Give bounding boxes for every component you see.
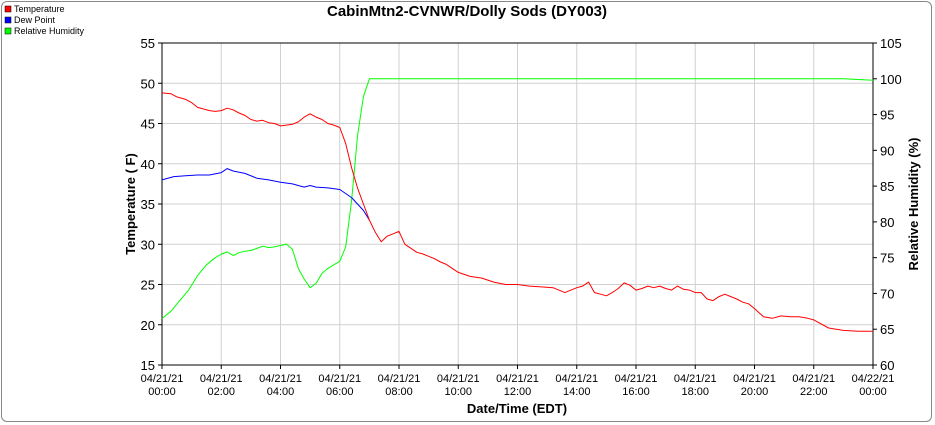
x-tick-time: 18:00 <box>681 386 709 398</box>
y-tick-label: 55 <box>141 36 155 51</box>
legend-swatch <box>5 6 11 12</box>
x-tick-date: 04/21/21 <box>141 373 184 385</box>
y2-tick-label: 85 <box>880 179 894 194</box>
y2-tick-label: 105 <box>880 36 902 51</box>
x-tick-time: 08:00 <box>385 386 413 398</box>
chart-title: CabinMtn2-CVNWR/Dolly Sods (DY003) <box>327 3 607 20</box>
x-tick-date: 04/21/21 <box>378 373 421 385</box>
legend-label: Dew Point <box>14 15 56 25</box>
legend-swatch <box>5 28 11 34</box>
x-tick-time: 04:00 <box>267 386 295 398</box>
x-tick-time: 20:00 <box>741 386 769 398</box>
y-axis-label-left: Temperature ( F) <box>123 153 138 255</box>
y2-tick-label: 80 <box>880 215 894 230</box>
y2-tick-label: 60 <box>880 358 894 373</box>
x-tick-time: 10:00 <box>444 386 472 398</box>
x-tick-date: 04/22/21 <box>852 373 895 385</box>
x-tick-time: 02:00 <box>207 386 235 398</box>
x-tick-date: 04/21/21 <box>496 373 539 385</box>
x-tick-date: 04/21/21 <box>259 373 302 385</box>
y2-tick-label: 90 <box>880 143 894 158</box>
x-tick-date: 04/21/21 <box>792 373 835 385</box>
y-axis-label-right: Relative Humidity (%) <box>906 138 921 271</box>
x-tick-date: 04/21/21 <box>200 373 243 385</box>
y2-tick-label: 75 <box>880 251 894 266</box>
x-tick-time: 16:00 <box>622 386 650 398</box>
x-tick-date: 04/21/21 <box>437 373 480 385</box>
y-tick-label: 40 <box>141 157 155 172</box>
x-tick-date: 04/21/21 <box>674 373 717 385</box>
x-tick-time: 14:00 <box>563 386 591 398</box>
legend-label: Relative Humidity <box>14 26 85 36</box>
y-tick-label: 50 <box>141 76 155 91</box>
x-axis-ticks: 04/21/2100:0004/21/2102:0004/21/2104:000… <box>141 365 895 398</box>
y-tick-label: 30 <box>141 237 155 252</box>
x-tick-date: 04/21/21 <box>733 373 776 385</box>
series-line-dew-point <box>162 169 369 221</box>
x-axis-label: Date/Time (EDT) <box>467 401 567 416</box>
x-tick-time: 22:00 <box>800 386 828 398</box>
y-tick-label: 35 <box>141 197 155 212</box>
y-axis-right-ticks: 60 65 70 75 80 85 90 95 100 105 <box>873 36 902 373</box>
y-tick-label: 20 <box>141 318 155 333</box>
x-tick-time: 00:00 <box>148 386 176 398</box>
legend-swatch <box>5 17 11 23</box>
legend-label: Temperature <box>14 4 65 14</box>
y2-tick-label: 70 <box>880 286 894 301</box>
x-tick-date: 04/21/21 <box>318 373 361 385</box>
x-tick-time: 12:00 <box>504 386 532 398</box>
x-tick-time: 06:00 <box>326 386 354 398</box>
y2-tick-label: 95 <box>880 108 894 123</box>
x-tick-time: 00:00 <box>859 386 887 398</box>
y-axis-left-ticks: 15 20 25 30 35 40 45 50 55 <box>141 36 162 373</box>
y-tick-label: 25 <box>141 278 155 293</box>
y-tick-label: 45 <box>141 117 155 132</box>
y-tick-label: 15 <box>141 358 155 373</box>
x-tick-date: 04/21/21 <box>555 373 598 385</box>
gridlines <box>162 43 873 365</box>
y2-tick-label: 100 <box>880 72 902 87</box>
y2-tick-label: 65 <box>880 322 894 337</box>
x-tick-date: 04/21/21 <box>615 373 658 385</box>
